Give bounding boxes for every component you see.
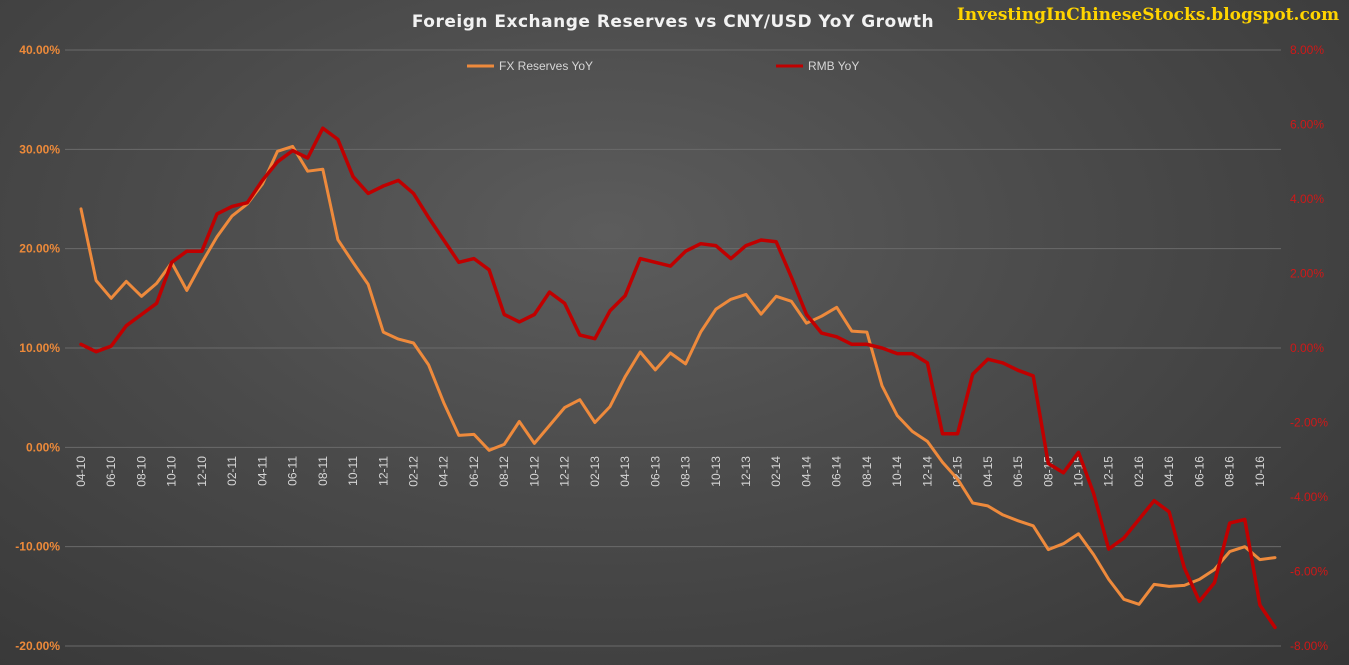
x-axis-tick-label: 06-14 — [830, 456, 844, 487]
series-line-fx-reserves — [79, 144, 1277, 606]
left-axis-tick-label: -20.00% — [15, 639, 60, 653]
x-axis-tick-label: 04-16 — [1162, 456, 1176, 487]
x-axis-tick-label: 12-14 — [920, 456, 934, 487]
series-line-rmb — [79, 126, 1277, 630]
x-axis-tick-label: 04-13 — [618, 456, 632, 487]
x-axis-tick-label: 06-11 — [286, 456, 300, 486]
x-axis-tick-label: 02-15 — [951, 456, 965, 487]
x-axis-tick-label: 08-12 — [497, 456, 511, 487]
legend-label-rmb: RMB YoY — [808, 59, 859, 73]
x-axis-tick-label: 02-16 — [1132, 456, 1146, 487]
x-axis-tick-label: 08-13 — [679, 456, 693, 487]
x-axis-tick-label: 10-14 — [890, 456, 904, 487]
x-axis-tick-label: 12-15 — [1102, 456, 1116, 487]
x-axis-tick-label: 02-12 — [407, 456, 421, 487]
left-axis-tick-label: 10.00% — [19, 341, 60, 355]
x-axis-ticks: 04-10 06-10 08-10 10-10 12-10 02-11 04-11 06-11… — [74, 456, 1267, 487]
x-axis-tick-label: 08-11 — [316, 456, 330, 486]
left-axis-tick-label: 40.00% — [19, 43, 60, 57]
x-axis-tick-label: 02-14 — [769, 456, 783, 487]
x-axis-tick-label: 10-11 — [346, 456, 360, 486]
x-axis-tick-label: 12-11 — [376, 456, 390, 486]
right-axis-tick-label: -4.00% — [1290, 490, 1328, 504]
right-axis-ticks: -8.00% -6.00% -4.00% -2.00% 0.00% 2.00% 4.00% 6… — [1290, 43, 1328, 653]
gridlines — [65, 49, 1281, 647]
legend: FX Reserves YoY RMB YoY — [467, 59, 859, 73]
x-axis-tick-label: 04-10 — [74, 456, 88, 487]
right-axis-tick-label: 6.00% — [1290, 118, 1324, 132]
x-axis-tick-label: 08-10 — [134, 456, 148, 487]
left-axis-tick-label: 0.00% — [26, 440, 60, 454]
legend-label-fx-reserves: FX Reserves YoY — [499, 59, 593, 73]
right-axis-tick-label: -6.00% — [1290, 565, 1328, 579]
right-axis-tick-label: 4.00% — [1290, 192, 1324, 206]
x-axis-tick-label: 06-12 — [467, 456, 481, 487]
x-axis-tick-label: 02-13 — [588, 456, 602, 487]
x-axis-tick-label: 10-16 — [1253, 456, 1267, 487]
chart-title: Foreign Exchange Reserves vs CNY/USD YoY… — [412, 12, 934, 32]
x-axis-tick-label: 08-15 — [1041, 456, 1055, 487]
right-axis-tick-label: 8.00% — [1290, 43, 1324, 57]
left-axis-tick-label: 20.00% — [19, 242, 60, 256]
x-axis-tick-label: 08-16 — [1223, 456, 1237, 487]
x-axis-tick-label: 10-12 — [527, 456, 541, 487]
x-axis-tick-label: 10-13 — [709, 456, 723, 487]
right-axis-tick-label: 0.00% — [1290, 341, 1324, 355]
x-axis-tick-label: 06-13 — [648, 456, 662, 487]
series-lines — [79, 126, 1277, 630]
left-axis-tick-label: 30.00% — [19, 142, 60, 156]
x-axis-tick-label: 08-14 — [860, 456, 874, 487]
x-axis-tick-label: 04-12 — [437, 456, 451, 487]
x-axis-tick-label: 12-10 — [195, 456, 209, 487]
watermark-text: InvestingInChineseStocks.blogspot.com — [957, 5, 1339, 25]
left-axis-tick-label: -10.00% — [15, 540, 60, 554]
x-axis-tick-label: 10-10 — [165, 456, 179, 487]
right-axis-tick-label: -2.00% — [1290, 416, 1328, 430]
x-axis-tick-label: 02-11 — [225, 456, 239, 486]
x-axis-tick-label: 06-10 — [104, 456, 118, 487]
right-axis-tick-label: 2.00% — [1290, 267, 1324, 281]
x-axis-tick-label: 06-16 — [1192, 456, 1206, 487]
x-axis-tick-label: 04-11 — [255, 456, 269, 486]
x-axis-tick-label: 12-12 — [558, 456, 572, 487]
x-axis-tick-label: 04-14 — [799, 456, 813, 487]
right-axis-tick-label: -8.00% — [1290, 639, 1328, 653]
x-axis-tick-label: 06-15 — [1011, 456, 1025, 487]
x-axis-tick-label: 12-13 — [739, 456, 753, 487]
x-axis-tick-label: 04-15 — [981, 456, 995, 487]
left-axis-ticks: -20.00% -10.00% 0.00% 10.00% 20.00% 30.00% 40.… — [15, 43, 60, 653]
